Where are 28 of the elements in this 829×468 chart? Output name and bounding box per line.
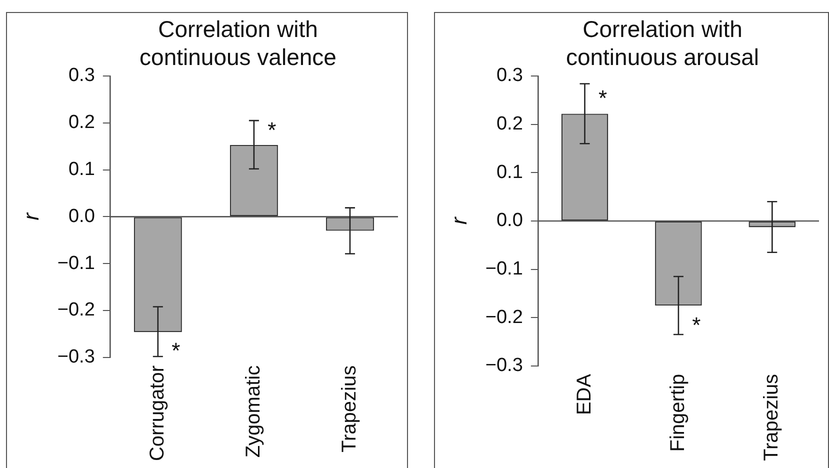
chart-title: Correlation with continuous valence: [138, 15, 338, 71]
annotation: *: [598, 85, 608, 110]
annotation: *: [692, 312, 702, 338]
y-tick-label: −0.2: [485, 306, 523, 328]
x-tick-label: Corrugator: [146, 365, 168, 462]
annotation: *: [172, 338, 181, 364]
y-tick-label: 0.1: [496, 162, 523, 183]
y-tick-label: −0.1: [485, 258, 523, 280]
x-tick-label: Trapezius: [338, 365, 360, 452]
y-tick-label: 0.3: [496, 65, 523, 86]
y-tick-label: 0.2: [68, 112, 95, 134]
x-tick-label: Fingertip: [666, 374, 689, 452]
y-tick-label: −0.2: [57, 300, 95, 321]
x-tick-label: Zygomatic: [242, 365, 264, 458]
y-axis-title: r: [18, 211, 44, 220]
y-tick-label: −0.3: [57, 346, 95, 368]
chart-title: Correlation with continuous arousal: [564, 15, 760, 71]
x-tick-label: EDA: [573, 373, 596, 416]
y-tick-label: 0.3: [68, 65, 95, 86]
y-tick-label: −0.3: [485, 355, 523, 376]
y-tick-label: 0.0: [68, 206, 95, 227]
y-tick-label: 0.1: [68, 159, 95, 180]
y-tick-label: 0.2: [496, 114, 523, 135]
y-tick-label: 0.0: [496, 210, 523, 232]
y-tick-label: −0.1: [57, 252, 95, 274]
y-axis-title: r: [446, 216, 472, 225]
annotation: *: [268, 118, 277, 143]
x-tick-label: Trapezius: [760, 374, 783, 462]
